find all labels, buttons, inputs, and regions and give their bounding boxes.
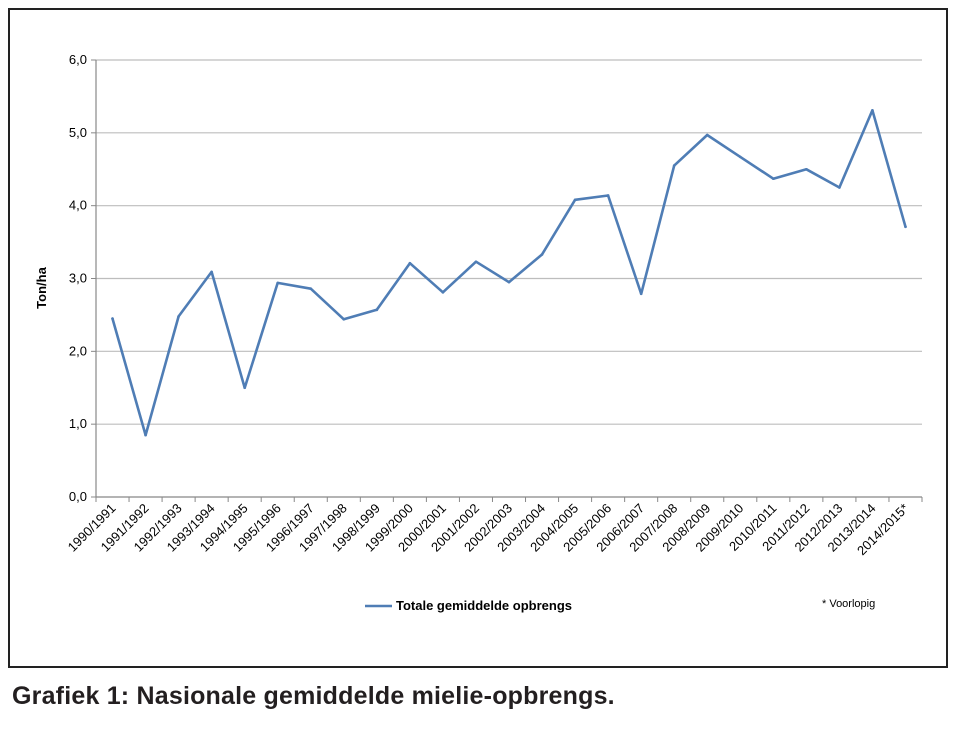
y-tick-label: 4,0 [69, 198, 87, 213]
gridlines [96, 59, 922, 425]
data-point [144, 433, 147, 437]
series-lines [111, 108, 907, 437]
data-point [441, 291, 445, 294]
data-point [805, 167, 808, 171]
chart-frame: 0,0 1,0 2,0 3,0 4,0 5,0 6,0 1990/1991 1991/1992… [8, 8, 948, 668]
data-point [243, 386, 246, 390]
data-point [210, 270, 213, 274]
data-point [309, 287, 313, 290]
data-point [573, 198, 577, 202]
y-tick-label: 1,0 [69, 416, 87, 431]
data-point [871, 108, 874, 112]
footnote: * Voorlopig [822, 598, 875, 610]
x-tick-labels: 1990/19911991/19921992/19931993/19941994… [65, 501, 912, 559]
y-axis-title: Ton/ha [34, 266, 49, 308]
y-tick-label: 0,0 [69, 489, 87, 504]
y-tick-label: 5,0 [69, 125, 87, 140]
data-point [111, 317, 114, 320]
data-point [177, 315, 180, 318]
data-point [276, 281, 280, 285]
y-tick-label: 2,0 [69, 343, 87, 358]
data-point [705, 133, 709, 137]
line-chart: 0,0 1,0 2,0 3,0 4,0 5,0 6,0 1990/19911991/1992… [34, 52, 923, 613]
data-point [408, 261, 412, 265]
data-point [342, 317, 346, 321]
data-point [540, 253, 544, 256]
axes [91, 59, 923, 502]
y-tick-labels: 0,0 1,0 2,0 3,0 4,0 5,0 6,0 [69, 52, 87, 504]
data-point [772, 177, 775, 181]
legend: Totale gemiddelde opbrengs [365, 598, 572, 613]
legend-label: Totale gemiddelde opbrengs [396, 598, 572, 613]
y-tick-label: 6,0 [69, 52, 87, 67]
figure-caption: Grafiek 1: Nasionale gemiddelde mielie-o… [12, 682, 615, 710]
data-point [375, 308, 379, 312]
series-line [111, 109, 907, 437]
data-point [606, 194, 610, 197]
data-point [672, 164, 676, 167]
data-point [904, 225, 907, 229]
data-point [639, 292, 643, 296]
data-point [474, 260, 478, 264]
y-tick-label: 3,0 [69, 271, 87, 286]
data-point [738, 155, 742, 159]
data-point [507, 280, 511, 284]
data-point [838, 186, 841, 189]
